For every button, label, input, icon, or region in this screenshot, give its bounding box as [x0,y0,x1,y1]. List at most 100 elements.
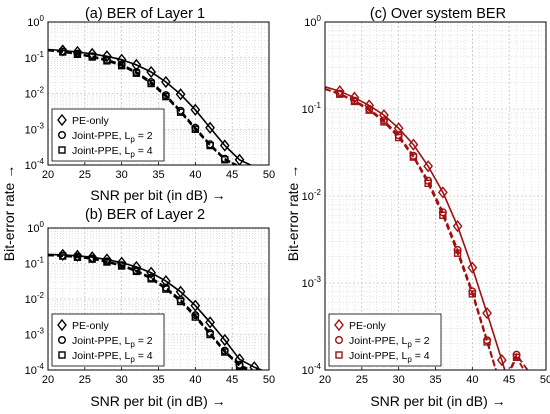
panel-a-x-tick-label: 25 [79,169,91,181]
panel-c-series-3-marker [453,249,462,257]
panel-b-series-3-marker [176,297,185,306]
panel-a-series-3-marker [191,125,200,133]
panel-b-series-1-marker [146,266,157,279]
panel-c-x-tick-label: 25 [356,374,368,386]
panel-c-series-1-marker [423,160,434,173]
panel-c-series-2-marker [499,386,506,393]
panel-b-legend-label-1: PE-only [72,320,110,332]
panel-a-x-tick-label: 35 [152,169,164,181]
panel-a-y-tick-label: 10-1 [25,50,45,65]
panel-b-series-3-marker [162,285,170,293]
panel-a-legend-square-icon [58,146,66,154]
panel-b-series-3-marker [117,262,126,270]
panel-a-series-3-marker [117,61,126,70]
panel-c-title: (c) Over system BER [370,6,506,22]
panel-b-series-1-marker [219,333,230,347]
panel-c-series-3-marker [336,90,344,98]
panel-a-ber-layer-1: (a) BER of Layer 1 20 25 30 35 40 45 50 100 10-1… [25,6,276,203]
panel-c-series-3-marker [409,153,418,161]
panel-a-series-3-marker [162,92,170,101]
panel-c-x-tick-label: 30 [393,374,405,386]
panel-a-series-3-marker [59,48,67,56]
panel-a-series-1-marker [160,75,171,89]
panel-c-series-3-marker [365,106,373,114]
panel-c-series-1-line [325,86,532,370]
panel-b-series-3-marker [73,253,82,261]
panel-a-plot: 20 25 30 35 40 45 50 100 10-1 10-2 10-3 10-4 PE-only… [25,14,276,181]
panel-a-legend-circle-icon [58,130,67,139]
panel-b-series-1-marker [205,316,215,329]
panel-b-legend-label-3: Joint-PPE, Lp = 4 [72,350,153,364]
panel-b-series-1-marker [249,361,260,370]
panel-c-ylabel: Bit-error rate → [285,165,301,261]
panel-c-series-1-marker [349,91,360,104]
panel-b-x-tick-label: 25 [79,374,91,386]
panel-a-series-group [48,44,251,165]
panel-c-legend-label-3: Joint-PPE, Lp = 4 [349,350,430,364]
panel-b-x-tick-label: 35 [152,374,164,386]
figure-left-ylabel: Bit-error rate → [1,165,17,261]
panel-c-series-3-marker [512,353,521,361]
panel-c-x-tick-label: 35 [429,374,441,386]
panel-a-y-tick-label: 10-4 [25,157,45,172]
panel-b-plot: 20 25 30 35 40 45 50 100 10-1 10-2 10-3 10-4 PE-only… [25,220,276,386]
panel-c-legend-box [328,313,442,367]
panel-c-series-3-marker [424,179,432,187]
panel-a-series-1-marker [190,103,201,116]
panel-c-series-3-marker [483,338,491,346]
panel-c-series-1-marker [496,353,507,367]
panel-a-series-3-marker [221,156,229,164]
panel-b-ber-layer-2: (b) BER of Layer 2 20 25 30 35 40 45 50 100 10-1… [25,207,276,409]
panel-c-series-1-marker [513,405,521,414]
panel-b-legend-circle-icon [58,336,67,345]
panel-c-xlabel: SNR per bit (in dB) → [370,393,505,409]
panel-a-series-3-marker [73,50,82,58]
panel-a-series-1-line [48,48,251,165]
panel-c-series-1-marker [437,186,448,199]
panel-a-series-1-marker [146,65,157,79]
panel-b-y-tick-label: 10-2 [25,291,45,306]
panel-a-series-1-marker [205,121,215,134]
panel-b-x-tick-label: 30 [116,374,128,386]
panel-c-series-3-line [325,88,525,370]
panel-c-series-3-marker [380,118,388,126]
panel-b-series-1-line [48,253,262,370]
panel-b-series-3-marker [88,255,96,263]
panel-b-series-3-marker [103,258,111,266]
panel-b-y-tick-label: 100 [27,220,44,235]
panel-c-y-tick-label: 10-2 [302,188,322,203]
panel-a-x-tick-label: 30 [116,169,128,181]
panel-c-overall-system-ber: (c) Over system BER 20 25 30 35 40 45 50 100 10-… [302,6,550,414]
panel-b-x-tick-label: 50 [263,374,275,386]
panel-b-series-1-marker [190,299,201,312]
panel-c-x-tick-label: 20 [319,374,331,386]
panel-b-y-tick-label: 10-3 [25,327,45,342]
panel-a-series-1-marker [175,88,186,101]
panel-c-x-tick-label: 40 [466,374,478,386]
panel-b-series-3-marker [206,330,214,339]
panel-a-series-3-marker [176,108,185,116]
panel-c-series-3-marker [468,290,477,298]
panel-a-legend-label-1: PE-only [72,115,110,127]
panel-b-x-tick-label: 40 [189,374,201,386]
panel-a-series-3-marker [88,53,96,61]
panel-c-y-tick-label: 10-4 [302,362,322,377]
panel-c-series-group [325,85,532,414]
panel-c-series-1-marker [408,138,419,151]
panel-c-legend-circle-icon [335,336,344,345]
panel-a-series-3-marker [132,69,141,77]
panel-a-series-1-marker [102,50,112,63]
panel-c-plot: 20 25 30 35 40 45 50 100 10-1 10-2 10-3 10-4 PE-only… [302,14,550,414]
panel-c-series-1-marker [393,122,404,135]
panel-a-y-tick-label: 10-2 [25,86,45,101]
panel-a-legend-diamond-icon [57,113,67,127]
panel-b-y-tick-label: 10-4 [25,362,45,377]
panel-b-y-tick-label: 10-1 [25,256,45,271]
panel-c-y-tick-label: 10-3 [302,275,322,290]
panel-b-series-3-marker [132,267,141,276]
panel-a-x-tick-label: 20 [42,169,54,181]
panel-c-series-3-marker [394,133,403,142]
panel-b-legend-box [51,313,165,367]
